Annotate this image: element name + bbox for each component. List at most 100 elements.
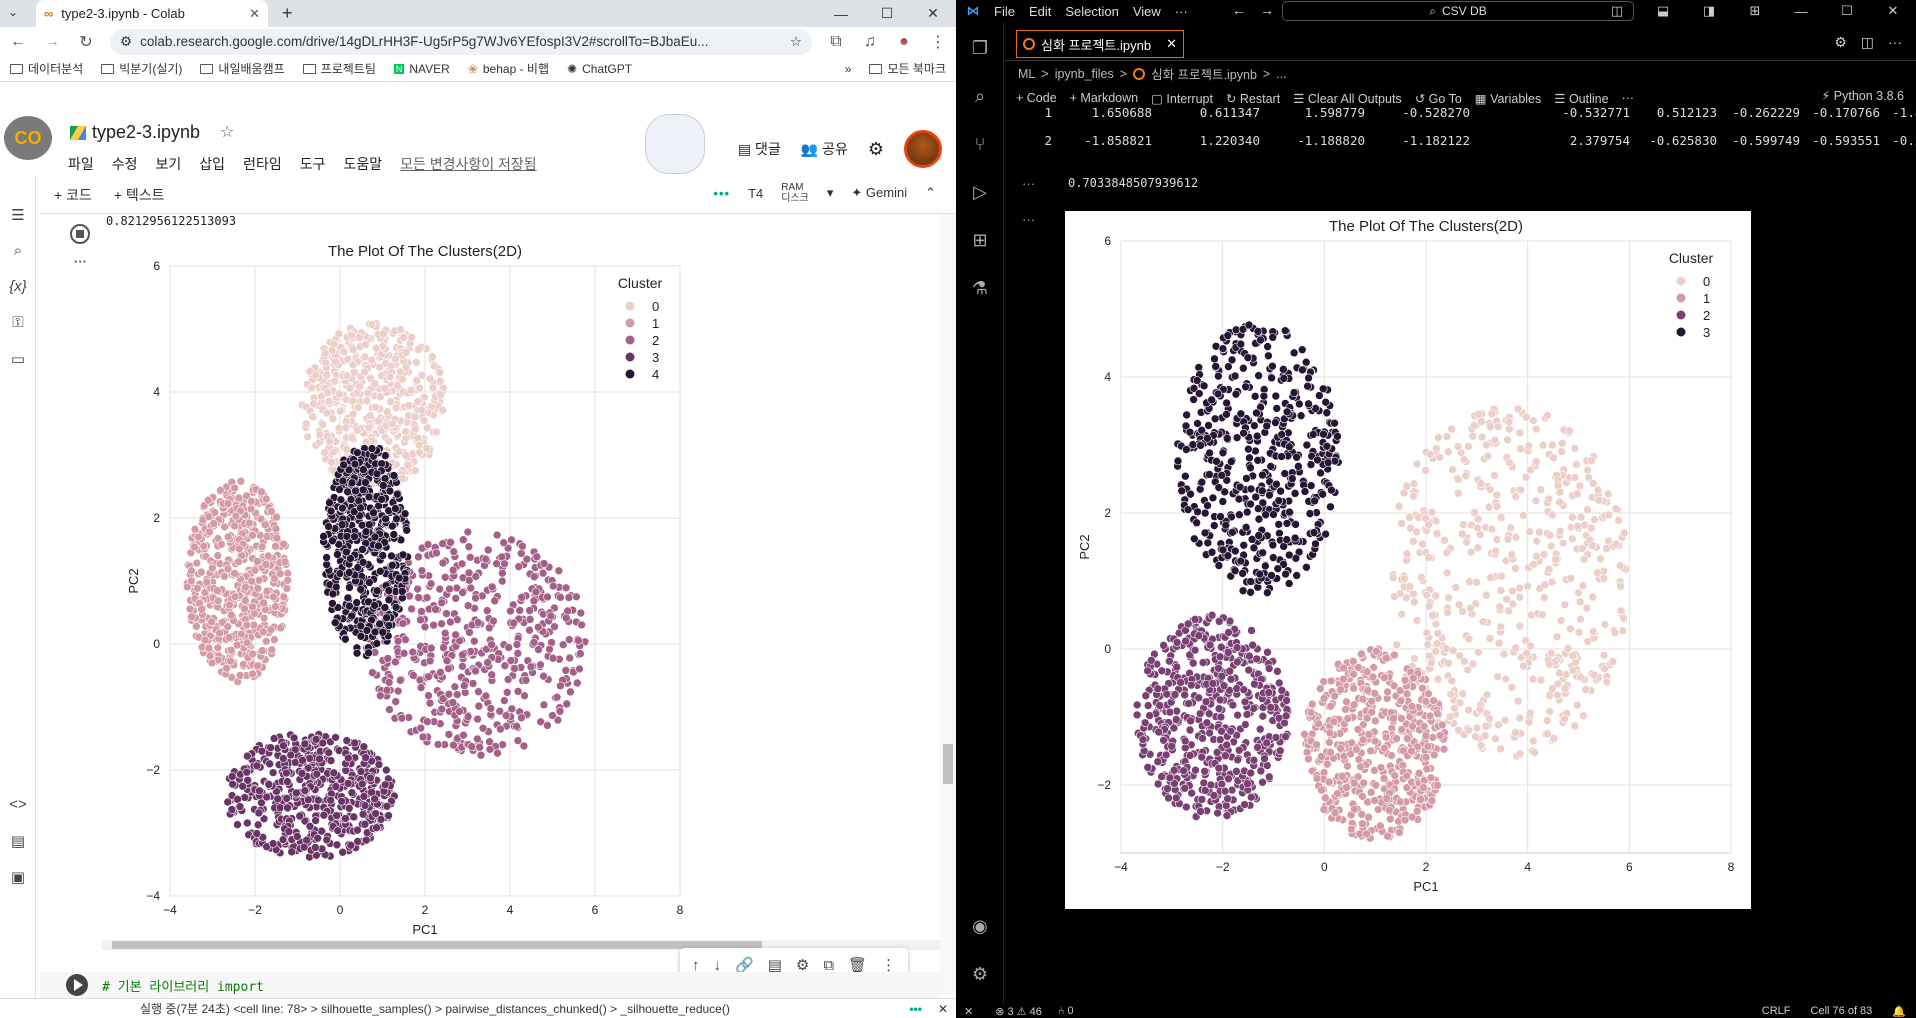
code-line[interactable]: # 기본 라이브러리 import bbox=[102, 979, 264, 995]
avatar[interactable] bbox=[904, 130, 942, 168]
bookmark-item[interactable]: N NAVER bbox=[393, 61, 450, 76]
new-tab-icon[interactable]: + bbox=[282, 3, 293, 23]
maximize-icon[interactable]: ☐ bbox=[880, 5, 894, 21]
breadcrumb-item[interactable]: 심화 프로젝트.ipynb bbox=[1151, 68, 1257, 82]
breadcrumb-item[interactable]: ipynb_files bbox=[1054, 66, 1114, 81]
menu-insert[interactable]: 삽입 bbox=[199, 156, 226, 172]
menu-selection[interactable]: Selection bbox=[1065, 3, 1119, 19]
notifications-bell-icon[interactable]: 🔔 bbox=[1892, 1005, 1906, 1018]
menu-more[interactable]: ··· bbox=[1174, 3, 1188, 19]
extensions-icon[interactable]: ⧉ bbox=[830, 32, 842, 50]
remote-icon[interactable]: ✕ bbox=[964, 1005, 974, 1018]
menu-view[interactable]: 보기 bbox=[155, 156, 182, 172]
runtime-type[interactable]: T4 bbox=[748, 185, 764, 201]
bookmark-item[interactable]: 내일배움캠프 bbox=[200, 60, 285, 77]
interrupt-button[interactable]: ▢ Interrupt bbox=[1151, 91, 1213, 106]
more-icon[interactable]: ··· bbox=[1621, 91, 1635, 105]
all-bookmarks[interactable]: 모든 북마크 bbox=[869, 60, 946, 77]
menu-tools[interactable]: 도구 bbox=[299, 156, 326, 172]
minimize-icon[interactable]: — bbox=[1794, 3, 1808, 19]
editor-tab[interactable]: 심화 프로젝트.ipynb ✕ bbox=[1016, 30, 1184, 58]
colab-logo[interactable]: CO bbox=[4, 116, 52, 160]
bookmark-item[interactable]: 프로젝트팀 bbox=[302, 60, 376, 77]
menu-file[interactable]: File bbox=[994, 3, 1015, 19]
profile-icon[interactable]: ● bbox=[899, 32, 909, 50]
scrollbar-thumb[interactable] bbox=[943, 744, 953, 784]
split-editor-icon[interactable]: ◫ bbox=[1860, 34, 1874, 50]
comment-icon[interactable]: ▤ bbox=[767, 957, 782, 974]
more-bookmarks-icon[interactable]: » bbox=[844, 61, 852, 76]
add-markdown-button[interactable]: + Markdown bbox=[1069, 91, 1139, 105]
toggle-panel-icon[interactable]: ⬓ bbox=[1656, 3, 1670, 18]
bookmark-star-icon[interactable]: ☆ bbox=[789, 33, 802, 49]
maximize-icon[interactable]: ☐ bbox=[1841, 3, 1853, 18]
gemini-button[interactable]: ✦ Gemini bbox=[851, 185, 908, 200]
ports-status[interactable]: ⑃ 0 bbox=[1057, 1005, 1074, 1017]
menu-edit[interactable]: Edit bbox=[1028, 3, 1052, 19]
menu-file[interactable]: 파일 bbox=[68, 156, 94, 172]
status-close-icon[interactable]: ✕ bbox=[937, 1001, 948, 1016]
files-folder-icon[interactable]: ▭ bbox=[10, 351, 26, 368]
run-cell-icon[interactable] bbox=[66, 974, 88, 996]
source-control-icon[interactable]: ⑂ bbox=[974, 134, 986, 154]
forward-icon[interactable]: → bbox=[44, 32, 60, 50]
notebook-title[interactable]: type2-3.ipynb bbox=[92, 122, 201, 142]
add-text-button[interactable]: + 텍스트 bbox=[113, 186, 165, 203]
menu-help[interactable]: 도움말 bbox=[343, 156, 383, 172]
command-center-search[interactable]: ⌕ CSV DB bbox=[1282, 1, 1634, 21]
mirror-cell-icon[interactable]: ⧉ bbox=[823, 956, 835, 974]
delete-icon[interactable]: 🗑 bbox=[848, 957, 868, 974]
minimize-icon[interactable]: — bbox=[834, 5, 848, 22]
terminal-icon[interactable]: ▣ bbox=[10, 869, 26, 886]
search-icon[interactable]: ⌕ bbox=[974, 86, 986, 106]
bookmark-item[interactable]: 데이터분석 bbox=[10, 60, 83, 77]
url-input[interactable]: ⚙ colab.research.google.com/drive/14gDLr… bbox=[110, 28, 812, 55]
execution-status[interactable]: 실행 중(7분 24초) <cell line: 78> > silhouett… bbox=[140, 1002, 730, 1016]
search-icon[interactable]: ⌕ bbox=[13, 242, 23, 259]
menu-edit[interactable]: 수정 bbox=[111, 156, 138, 172]
secrets-key-icon[interactable]: ⚿ bbox=[12, 314, 24, 331]
collapse-header-icon[interactable]: ⌃ bbox=[925, 185, 936, 200]
kernel-picker[interactable]: ⚡ Python 3.8.6 bbox=[1821, 89, 1904, 103]
settings-icon[interactable]: ⚙ bbox=[867, 138, 884, 159]
bookmark-item[interactable]: ❀ behap - 비햅 bbox=[467, 61, 549, 77]
run-debug-icon[interactable]: ▷ bbox=[973, 182, 987, 202]
settings-icon[interactable]: ⚙ bbox=[1834, 34, 1847, 50]
link-icon[interactable]: 🔗 bbox=[735, 957, 754, 974]
next-code-cell[interactable]: # 기본 라이브러리 import bbox=[40, 972, 940, 998]
runtime-dropdown-icon[interactable]: ▾ bbox=[826, 185, 834, 200]
chrome-menu-icon[interactable]: ⋮ bbox=[930, 33, 946, 51]
restart-button[interactable]: ↻ Restart bbox=[1225, 91, 1281, 106]
cell-position-status[interactable]: Cell 76 of 83 bbox=[1810, 1005, 1873, 1017]
variables-button[interactable]: ▦ Variables bbox=[1474, 91, 1542, 106]
outline-button[interactable]: ☰ Outline bbox=[1554, 91, 1609, 106]
forward-icon[interactable]: → bbox=[1260, 2, 1274, 18]
output-menu-icon[interactable]: ··· bbox=[74, 254, 87, 269]
code-snippets-icon[interactable]: <> bbox=[9, 796, 27, 813]
site-info-icon[interactable]: ⚙ bbox=[120, 33, 133, 49]
media-icon[interactable]: ♫ bbox=[864, 32, 876, 50]
toc-icon[interactable]: ☰ bbox=[11, 207, 25, 224]
menu-view[interactable]: View bbox=[1132, 3, 1161, 19]
explorer-icon[interactable]: ❐ bbox=[971, 38, 989, 58]
star-icon[interactable]: ☆ bbox=[220, 124, 235, 141]
more-icon[interactable]: ⋮ bbox=[881, 957, 897, 974]
output-menu-icon[interactable]: ··· bbox=[1022, 212, 1035, 227]
customize-layout-icon[interactable]: ⊞ bbox=[1749, 3, 1761, 18]
accounts-icon[interactable]: ◉ bbox=[972, 916, 988, 936]
clear-outputs-button[interactable]: ☰ Clear All Outputs bbox=[1293, 91, 1402, 106]
status-more-icon[interactable]: ••• bbox=[909, 1001, 922, 1016]
saved-status[interactable]: 모든 변경사항이 저장됨 bbox=[400, 156, 537, 172]
add-code-button[interactable]: + Code bbox=[1016, 91, 1057, 105]
close-window-icon[interactable]: ✕ bbox=[927, 5, 939, 21]
extensions-icon[interactable]: ⊞ bbox=[972, 230, 988, 250]
resources-indicator[interactable]: RAM 디스크 bbox=[781, 182, 809, 204]
output-menu-icon[interactable]: ··· bbox=[1022, 176, 1035, 191]
close-icon[interactable]: ✕ bbox=[249, 5, 260, 21]
move-up-icon[interactable]: ↑ bbox=[692, 956, 700, 974]
scrollbar-thumb[interactable] bbox=[112, 941, 762, 949]
bookmark-item[interactable]: ✺ ChatGPT bbox=[567, 61, 633, 76]
close-icon[interactable]: ✕ bbox=[1166, 36, 1177, 51]
close-window-icon[interactable]: ✕ bbox=[1887, 3, 1899, 18]
stop-cell-button[interactable] bbox=[70, 224, 90, 244]
